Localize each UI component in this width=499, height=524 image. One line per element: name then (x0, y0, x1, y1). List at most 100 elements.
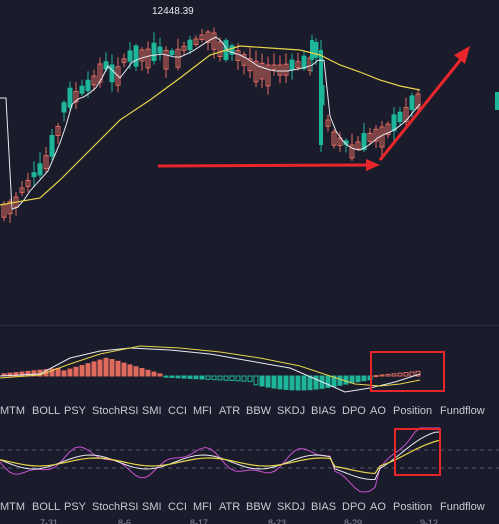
kdj-d-line (0, 439, 441, 475)
macd-panel[interactable] (0, 326, 499, 402)
kdj-panel[interactable] (0, 422, 499, 498)
indicator-tabs-bottom: MTM BOLL PSY StochRSI SMI CCI MFI ATR BBW SKDJ BIA… (0, 498, 499, 518)
top-tab-dpo[interactable]: DPO (342, 405, 366, 417)
candle (403, 97, 409, 130)
macd-bar (403, 372, 409, 377)
bottom-tab-stochrsi[interactable]: StochRSI (92, 501, 139, 513)
candle (319, 40, 323, 152)
macd-bar (115, 360, 121, 377)
macd-bar (73, 366, 79, 377)
price-high-label: 12448.39 (152, 6, 194, 17)
macd-bar (199, 375, 205, 380)
candle (349, 133, 355, 161)
candle (61, 99, 67, 122)
candle (43, 146, 49, 173)
candle (85, 71, 91, 98)
top-tab-atr[interactable]: ATR (219, 405, 241, 417)
candle (379, 121, 385, 157)
macd-bar (193, 375, 199, 380)
macd-bar (151, 371, 157, 377)
candle (265, 56, 271, 95)
candlestick-chart[interactable]: 12448.39 (0, 0, 499, 325)
top-tab-fundflow[interactable]: Fundflow (440, 405, 485, 417)
bottom-tab-bias[interactable]: BIAS (311, 501, 337, 513)
candle (217, 37, 223, 62)
candle (259, 53, 265, 89)
candle (391, 106, 397, 141)
candle (241, 51, 247, 75)
macd-bar (259, 375, 265, 387)
macd-bar (355, 375, 361, 383)
bottom-tab-skdj[interactable]: SKDJ (277, 501, 306, 513)
top-tab-position[interactable]: Position (393, 405, 433, 417)
top-tab-cci[interactable]: CCI (168, 405, 187, 417)
top-tab-mfi[interactable]: MFI (193, 405, 212, 417)
macd-bar (253, 375, 259, 386)
macd-bar (79, 365, 85, 377)
highlight-box-macd (370, 351, 445, 392)
candle (331, 129, 337, 149)
top-tab-stochrsi[interactable]: StochRSI (92, 405, 139, 417)
top-tab-boll[interactable]: BOLL (32, 405, 61, 417)
macd-bar (31, 370, 37, 377)
top-tab-ao[interactable]: AO (370, 405, 386, 417)
macd-bar (373, 375, 379, 378)
bottom-tab-cci[interactable]: CCI (168, 501, 187, 513)
macd-bar (175, 375, 181, 379)
macd-bar (409, 371, 415, 377)
macd-bar (169, 375, 175, 378)
candle (397, 106, 403, 125)
candle (169, 48, 175, 57)
top-tab-psy[interactable]: PSY (64, 405, 87, 417)
candlestick-chart-svg (0, 27, 470, 223)
bottom-tab-psy[interactable]: PSY (64, 501, 87, 513)
bottom-tab-bbw[interactable]: BBW (246, 501, 272, 513)
candle (385, 121, 391, 139)
macd-bar (91, 361, 97, 377)
macd-bar (187, 375, 193, 379)
candle (277, 55, 283, 84)
candle (283, 53, 289, 83)
macd-bar (13, 372, 19, 377)
bottom-tab-dpo[interactable]: DPO (342, 501, 366, 513)
macd-bar (133, 366, 139, 377)
macd-bar (67, 368, 73, 377)
macd-bar (223, 375, 229, 381)
bottom-tab-mfi[interactable]: MFI (193, 501, 212, 513)
macd-bar (301, 375, 307, 391)
candle (187, 35, 193, 54)
candle (193, 35, 199, 47)
candle (79, 79, 85, 96)
macd-dif-line (0, 347, 421, 393)
macd-bar (157, 373, 163, 377)
top-tab-bbw[interactable]: BBW (246, 405, 272, 417)
macd-bar (313, 375, 319, 390)
macd-bar (265, 375, 271, 388)
candle (271, 53, 277, 76)
top-tab-bias[interactable]: BIAS (311, 405, 337, 417)
bottom-tab-fundflow[interactable]: Fundflow (440, 501, 485, 513)
macd-bar (331, 375, 337, 387)
top-tab-mtm[interactable]: MTM (0, 405, 26, 417)
top-tab-skdj[interactable]: SKDJ (277, 405, 306, 417)
bottom-tab-ao[interactable]: AO (370, 501, 386, 513)
candle (205, 29, 211, 51)
macd-bar (247, 375, 253, 382)
macd-bar (235, 375, 241, 382)
bottom-tab-atr[interactable]: ATR (219, 501, 241, 513)
bottom-tab-position[interactable]: Position (393, 501, 433, 513)
date-label: 7-31 (40, 518, 59, 524)
top-tab-smi[interactable]: SMI (142, 405, 162, 417)
macd-bar (217, 375, 223, 381)
bottom-tab-mtm[interactable]: MTM (0, 501, 26, 513)
macd-bar (163, 375, 169, 378)
macd-bar (385, 373, 391, 377)
candle (115, 57, 121, 93)
bottom-tab-boll[interactable]: BOLL (32, 501, 61, 513)
macd-bar (109, 359, 115, 377)
macd-bar (349, 375, 355, 384)
bottom-tab-smi[interactable]: SMI (142, 501, 162, 513)
macd-bar (211, 375, 217, 381)
macd-bar (55, 367, 61, 377)
candle (247, 47, 253, 79)
